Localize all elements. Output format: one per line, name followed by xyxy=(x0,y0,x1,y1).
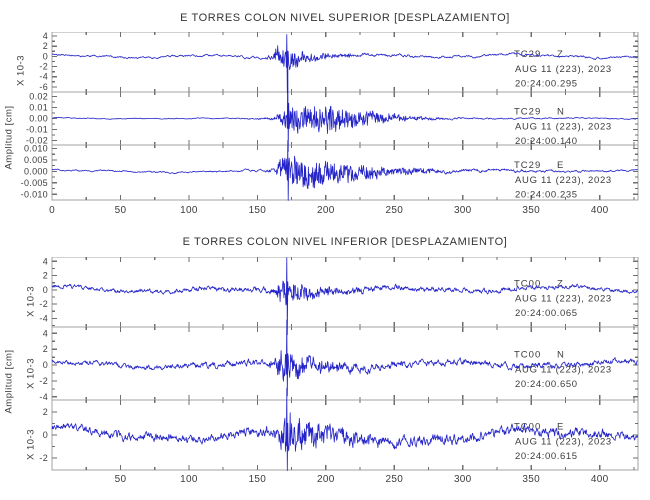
svg-text:-4: -4 xyxy=(39,392,48,402)
upper-scale-label-z: X 10-3 xyxy=(15,55,27,86)
lower-panel-title: E TORRES COLON NIVEL INFERIOR [DESPLAZAM… xyxy=(182,236,508,248)
svg-text:-4: -4 xyxy=(39,72,48,82)
svg-text:400: 400 xyxy=(591,205,609,216)
svg-text:350: 350 xyxy=(522,474,540,485)
svg-text:E: E xyxy=(557,160,564,171)
svg-text:-2: -2 xyxy=(39,299,48,309)
svg-text:300: 300 xyxy=(454,474,472,485)
svg-text:100: 100 xyxy=(180,205,198,216)
svg-text:0: 0 xyxy=(43,360,48,370)
svg-text:-2: -2 xyxy=(39,376,48,386)
svg-text:0: 0 xyxy=(43,51,48,61)
svg-text:0.000: 0.000 xyxy=(24,166,48,176)
svg-text:2: 2 xyxy=(43,407,48,417)
trace-tc29-e xyxy=(51,140,638,201)
svg-text:TC00: TC00 xyxy=(514,350,541,361)
svg-text:-2: -2 xyxy=(39,62,48,72)
trace-tc29-z xyxy=(51,34,638,94)
svg-text:200: 200 xyxy=(317,474,335,485)
svg-text:-0.005: -0.005 xyxy=(21,178,48,188)
svg-text:250: 250 xyxy=(385,205,403,216)
trace-tc00-e xyxy=(51,387,638,472)
svg-text:4: 4 xyxy=(43,32,48,41)
svg-text:20:24:00.615: 20:24:00.615 xyxy=(515,451,578,462)
svg-text:AUG 11 (223), 2023: AUG 11 (223), 2023 xyxy=(515,365,612,376)
svg-text:Z: Z xyxy=(557,278,564,289)
svg-text:2: 2 xyxy=(43,271,48,281)
svg-text:2: 2 xyxy=(43,41,48,51)
svg-text:20:24:00.235: 20:24:00.235 xyxy=(515,190,578,201)
svg-text:N: N xyxy=(557,350,565,361)
svg-text:150: 150 xyxy=(249,474,267,485)
lower-scale-label-e: X 10-3 xyxy=(25,429,37,460)
svg-text:300: 300 xyxy=(454,205,472,216)
svg-text:0: 0 xyxy=(49,205,55,216)
svg-text:20:24:00.650: 20:24:00.650 xyxy=(515,379,578,390)
svg-text:0.010: 0.010 xyxy=(24,143,48,153)
trace-tc29-n xyxy=(51,57,638,152)
svg-text:AUG 11 (223), 2023: AUG 11 (223), 2023 xyxy=(515,64,612,75)
svg-text:100: 100 xyxy=(180,474,198,485)
svg-text:-6: -6 xyxy=(39,82,48,92)
svg-text:AUG 11 (223), 2023: AUG 11 (223), 2023 xyxy=(515,436,612,447)
svg-text:Z: Z xyxy=(557,49,564,60)
trace-tc00-n xyxy=(51,319,638,397)
svg-text:-0.010: -0.010 xyxy=(21,189,48,199)
svg-text:250: 250 xyxy=(385,474,403,485)
svg-text:-2: -2 xyxy=(39,453,48,463)
svg-text:TC29: TC29 xyxy=(514,160,541,171)
svg-text:20:24:00.295: 20:24:00.295 xyxy=(515,79,578,90)
svg-text:4: 4 xyxy=(43,328,48,338)
svg-text:TC00: TC00 xyxy=(514,421,541,432)
svg-text:TC29: TC29 xyxy=(514,106,541,117)
svg-text:AUG 11 (223), 2023: AUG 11 (223), 2023 xyxy=(515,293,612,304)
svg-text:0: 0 xyxy=(43,430,48,440)
svg-text:4: 4 xyxy=(43,257,48,266)
svg-text:150: 150 xyxy=(249,205,267,216)
svg-text:50: 50 xyxy=(115,474,127,485)
svg-text:-0.01: -0.01 xyxy=(26,125,48,135)
svg-text:AUG 11 (223), 2023: AUG 11 (223), 2023 xyxy=(515,121,612,132)
svg-text:N: N xyxy=(557,106,565,117)
upper-panel-title: E TORRES COLON NIVEL SUPERIOR [DESPLAZAM… xyxy=(180,12,510,24)
svg-text:400: 400 xyxy=(591,474,609,485)
svg-text:-0.02: -0.02 xyxy=(26,136,48,146)
svg-text:2: 2 xyxy=(43,344,48,354)
svg-text:TC00: TC00 xyxy=(514,278,541,289)
lower-y-axis-label: Amplitud [cm] xyxy=(3,349,15,414)
svg-text:200: 200 xyxy=(317,205,335,216)
svg-text:AUG 11 (223), 2023: AUG 11 (223), 2023 xyxy=(515,175,612,186)
svg-text:0.005: 0.005 xyxy=(24,155,48,165)
svg-text:50: 50 xyxy=(115,205,127,216)
svg-text:0.00: 0.00 xyxy=(29,114,48,124)
svg-text:0.01: 0.01 xyxy=(29,102,48,112)
svg-text:350: 350 xyxy=(522,205,540,216)
svg-text:-4: -4 xyxy=(39,313,48,323)
svg-text:20:24:00.140: 20:24:00.140 xyxy=(515,136,578,147)
svg-text:20:24:00.065: 20:24:00.065 xyxy=(515,308,578,319)
svg-text:E: E xyxy=(557,421,564,432)
svg-text:0.02: 0.02 xyxy=(29,91,48,101)
trace-tc00-z xyxy=(51,257,638,336)
lower-panel-plot: 4 2 0 -2 -4 TC00 Z AUG 11 (223), 2023 20:24:00.0… xyxy=(39,257,639,485)
svg-text:0: 0 xyxy=(43,285,48,295)
